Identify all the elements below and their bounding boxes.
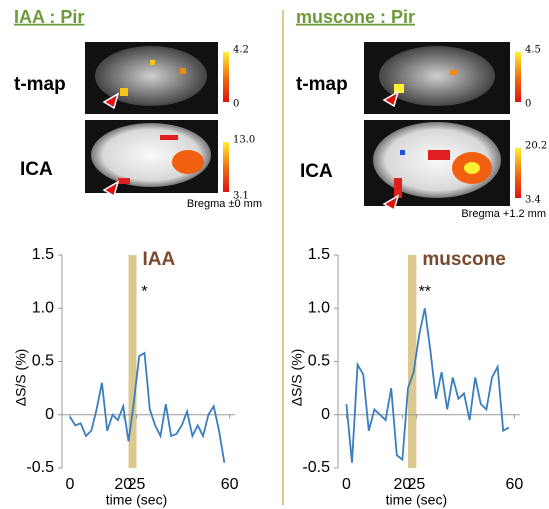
x-tick-label: 60 — [221, 476, 239, 493]
colorbar-min: 3.4 — [525, 195, 541, 206]
colorbar-max: 4.2 — [233, 45, 249, 56]
figure: IAA : Pir muscone : Pir t-map ICA t-map … — [0, 0, 549, 509]
x-axis-label: time (sec) — [106, 492, 167, 508]
y-tick-label: -0.5 — [26, 459, 54, 476]
x-tick-label: 0 — [66, 476, 75, 493]
x-tick-label: 60 — [506, 476, 524, 493]
y-tick-label: -0.5 — [302, 459, 330, 476]
y-tick-label: 0 — [321, 406, 330, 423]
row-label: ICA — [20, 159, 53, 180]
annotation: * — [141, 283, 147, 300]
chart-title: IAA — [143, 249, 176, 270]
colorbar-min: 0 — [233, 99, 239, 110]
x-tick-label: 25 — [128, 476, 146, 493]
y-tick-label: 0 — [45, 406, 54, 423]
y-tick-label: 0.5 — [32, 353, 54, 370]
x-tick-label: 25 — [408, 476, 426, 493]
y-axis-label: ΔS/S (%) — [289, 349, 305, 407]
colorbar-max: 13.0 — [233, 135, 255, 146]
annotation: ** — [419, 283, 431, 300]
bregma: Bregma +1.2 mm — [461, 208, 546, 220]
y-tick-label: 1.5 — [32, 246, 54, 263]
panel-header: IAA : Pir — [14, 7, 84, 27]
panel-header: muscone : Pir — [296, 7, 415, 27]
y-tick-label: 1.5 — [308, 246, 330, 263]
brain-images — [85, 42, 521, 210]
y-axis-label: ΔS/S (%) — [13, 349, 29, 407]
colorbar-max: 4.5 — [525, 45, 541, 56]
chart-title: muscone — [422, 249, 505, 270]
x-tick-label: 0 — [342, 476, 351, 493]
y-tick-label: 1.0 — [32, 299, 54, 316]
row-label: t-map — [296, 74, 348, 95]
y-tick-label: 0.5 — [308, 353, 330, 370]
row-label: t-map — [14, 74, 66, 95]
colorbar-min: 0 — [525, 99, 531, 110]
row-label: ICA — [300, 161, 333, 182]
y-tick-label: 1.0 — [308, 299, 330, 316]
x-axis-label: time (sec) — [386, 492, 447, 508]
colorbar-max: 20.2 — [525, 141, 547, 152]
bregma: Bregma ±0 mm — [187, 198, 262, 210]
series-line — [70, 353, 224, 463]
series-line — [346, 308, 508, 462]
